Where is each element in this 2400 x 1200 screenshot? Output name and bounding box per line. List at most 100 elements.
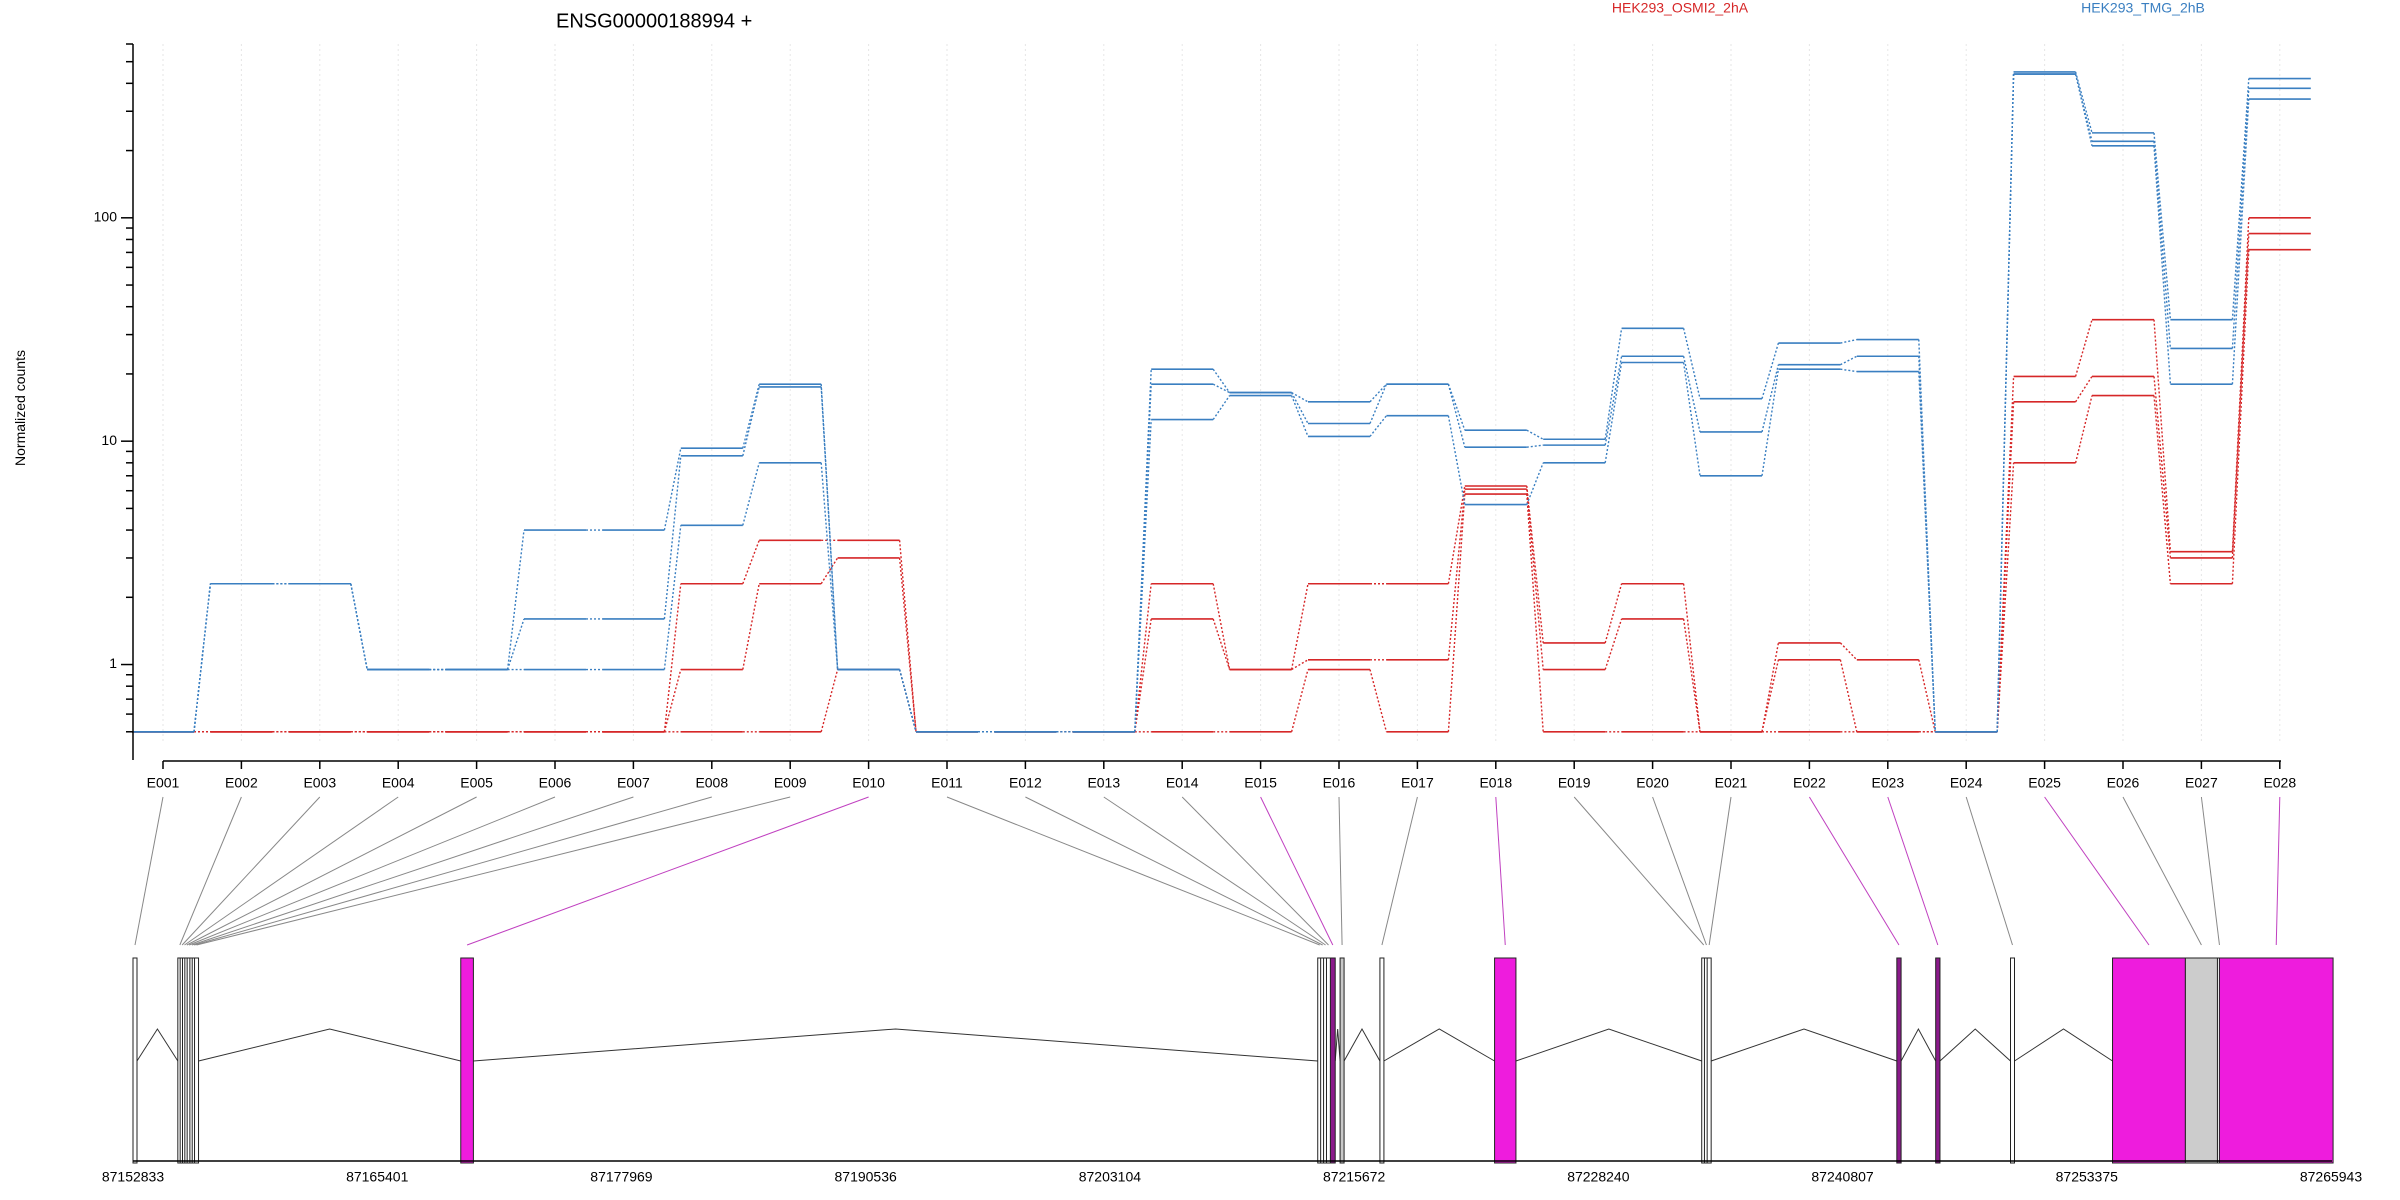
series-connector [820, 557, 839, 585]
legend-entry-osmi2: HEK293_OSMI2_2hA [1612, 0, 1749, 16]
series-connector [2231, 78, 2250, 320]
exon-label-e017: E017 [1401, 775, 1434, 791]
series-connector [1447, 415, 1466, 505]
series-connector [2074, 71, 2093, 134]
y-ticks: 1 10 100 [94, 43, 133, 733]
intron [1900, 1027, 1937, 1062]
series-connector [1840, 338, 1857, 344]
x-ticks: E001 E002 E003 E004 E005 E006 E007 E008 E009 E010… [147, 761, 2296, 791]
series-connector [1212, 395, 1231, 420]
series-connector [1447, 485, 1466, 584]
series-connector [742, 540, 760, 584]
exon-label-e002: E002 [225, 775, 258, 791]
series-connector [1682, 583, 1701, 732]
series-connector [2153, 132, 2172, 320]
series-connector [742, 383, 760, 449]
y-tick-label: 100 [94, 209, 118, 225]
gridlines [162, 44, 2281, 742]
series-connector [1369, 669, 1388, 732]
series-connector [1918, 659, 1936, 732]
exon-label-e019: E019 [1558, 775, 1591, 791]
exon-map-line [1887, 796, 1939, 946]
exon-box-e015 [1329, 957, 1336, 1164]
exon-label-e020: E020 [1636, 775, 1669, 791]
series-connector [663, 669, 682, 732]
intron [1515, 1028, 1702, 1062]
series-connector [663, 525, 682, 670]
series-connector [663, 583, 682, 732]
axes [132, 44, 2281, 762]
exon-label-e026: E026 [2107, 775, 2140, 791]
exon-map-line [1965, 796, 2013, 946]
series-connector [898, 557, 917, 732]
exon-map-line [1652, 796, 1707, 946]
series-connector [193, 583, 212, 732]
series-2 [132, 73, 2311, 733]
exon-box-e028 [2218, 957, 2334, 1164]
exon-map-line [946, 796, 1320, 946]
exon-box-e022 [1896, 957, 1902, 1164]
intron [1343, 1027, 1381, 1062]
exon-label-e014: E014 [1166, 775, 1199, 791]
coordinate-axis: 87152833 87165401 87177969 87190536 87203104… [102, 1160, 2362, 1184]
exon-box-e025 [2112, 957, 2186, 1164]
intron [1383, 1028, 1495, 1062]
series-connector [1212, 618, 1231, 670]
exon-map-line [1495, 796, 1506, 946]
series-5 [132, 248, 2311, 733]
series-connector [1212, 368, 1231, 393]
intron [1710, 1028, 1897, 1062]
exon-label-e010: E010 [852, 775, 885, 791]
series-connector [2074, 395, 2093, 463]
exon-label-e024: E024 [1950, 775, 1983, 791]
coordinate-label: 87177969 [590, 1168, 653, 1184]
series-connector [1761, 342, 1780, 399]
series-connector [1526, 493, 1544, 732]
exon-box-e024 [2010, 957, 2016, 1164]
series-connector [742, 386, 760, 456]
exon-box-e010 [460, 957, 474, 1164]
series-connector [2153, 395, 2172, 584]
exon-label-e028: E028 [2263, 775, 2296, 791]
series-4 [132, 232, 2311, 733]
plot-series [132, 71, 2311, 733]
exon-label-e018: E018 [1479, 775, 1512, 791]
exon-map-line [186, 796, 477, 946]
series-connector [1918, 371, 1936, 732]
series-connector [742, 583, 760, 670]
exon-map-line [1181, 796, 1329, 946]
series-connector [1604, 328, 1623, 440]
series-connector [1682, 618, 1701, 732]
series-connector [1604, 618, 1623, 670]
series-connector [1761, 642, 1780, 732]
chart-title: ENSG00000188994 + [556, 10, 752, 32]
series-connector [820, 462, 839, 670]
coordinate-label: 87240807 [1811, 1168, 1874, 1184]
exon-map-line [188, 796, 556, 946]
series-connector [506, 618, 525, 670]
series-connector [193, 583, 212, 732]
series-connector [1447, 489, 1466, 660]
series-connector [2074, 73, 2093, 142]
exon-map-line [1708, 796, 1732, 946]
exon-map-line [2275, 796, 2281, 946]
y-tick-label: 10 [101, 432, 117, 448]
series-connector [898, 540, 917, 732]
intron [136, 1028, 179, 1062]
exon-box-e016 [1339, 957, 1345, 1164]
intron [473, 1028, 1318, 1062]
exon-label-e022: E022 [1793, 775, 1826, 791]
series-connector [663, 448, 682, 531]
series-connector [1447, 493, 1466, 732]
series-connector [742, 462, 760, 526]
exon-label-e011: E011 [931, 775, 963, 791]
exon-label-e016: E016 [1323, 775, 1356, 791]
intron [1334, 1028, 1341, 1062]
series-connector [1840, 368, 1857, 373]
exon-map-line [1808, 796, 1900, 946]
exon-label-e013: E013 [1087, 775, 1120, 791]
series-connector [1604, 362, 1623, 463]
series-connector [1526, 489, 1544, 670]
series-connector [1996, 74, 2015, 732]
exon-map-line [181, 796, 321, 946]
